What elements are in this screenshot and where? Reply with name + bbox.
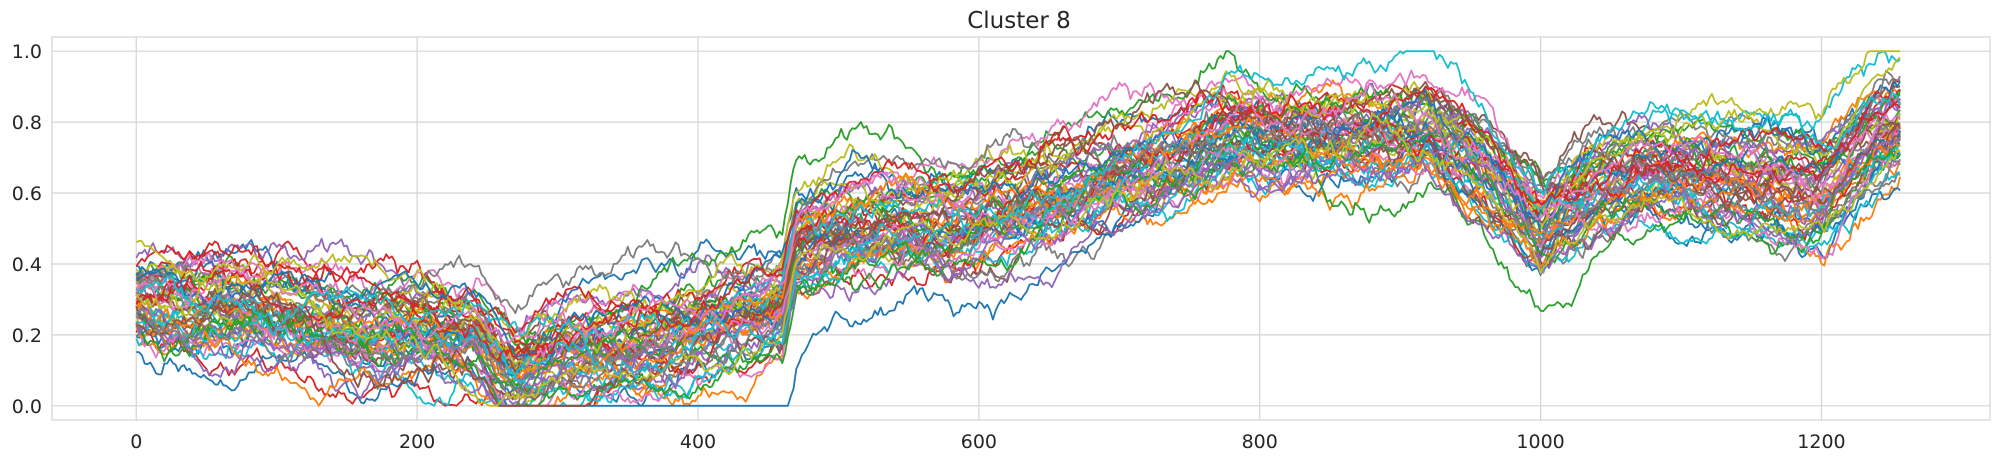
- series-line: [135, 50, 1901, 381]
- x-tick-label: 600: [961, 431, 997, 453]
- series-line: [136, 78, 1901, 319]
- y-axis: 0.0 0.2 0.4 0.6 0.8 1.0: [12, 41, 42, 418]
- x-tick-label: 0: [130, 431, 142, 453]
- series-line: [135, 138, 1901, 407]
- series-line: [136, 120, 1901, 407]
- y-tick-label: 0.6: [12, 183, 42, 205]
- x-tick-label: 200: [399, 431, 435, 453]
- series-line: [135, 118, 1901, 399]
- series-line: [136, 79, 1901, 407]
- y-tick-label: 0.0: [12, 396, 42, 418]
- plot-frame: [51, 36, 1991, 421]
- x-tick-label: 800: [1242, 431, 1278, 453]
- series-line: [135, 113, 1901, 407]
- series-line: [135, 131, 1901, 396]
- x-tick-label: 1200: [1797, 431, 1845, 453]
- y-tick-label: 0.4: [12, 254, 42, 276]
- series-line: [135, 82, 1901, 345]
- series-line: [135, 50, 1901, 359]
- grid-lines: [52, 37, 1990, 420]
- x-tick-label: 400: [680, 431, 716, 453]
- series-line: [136, 113, 1901, 401]
- series-line: [136, 80, 1901, 375]
- x-tick-label: 1000: [1516, 431, 1564, 453]
- series-line: [135, 153, 1901, 407]
- y-tick-label: 0.8: [12, 112, 42, 134]
- series-line: [136, 88, 1901, 359]
- x-axis: 0 200 400 600 800 1000 1200: [130, 431, 1845, 453]
- series-lines: [135, 50, 1901, 407]
- y-tick-label: 1.0: [12, 41, 42, 63]
- y-tick-label: 0.2: [12, 325, 42, 347]
- chart-title: Cluster 8: [967, 8, 1071, 34]
